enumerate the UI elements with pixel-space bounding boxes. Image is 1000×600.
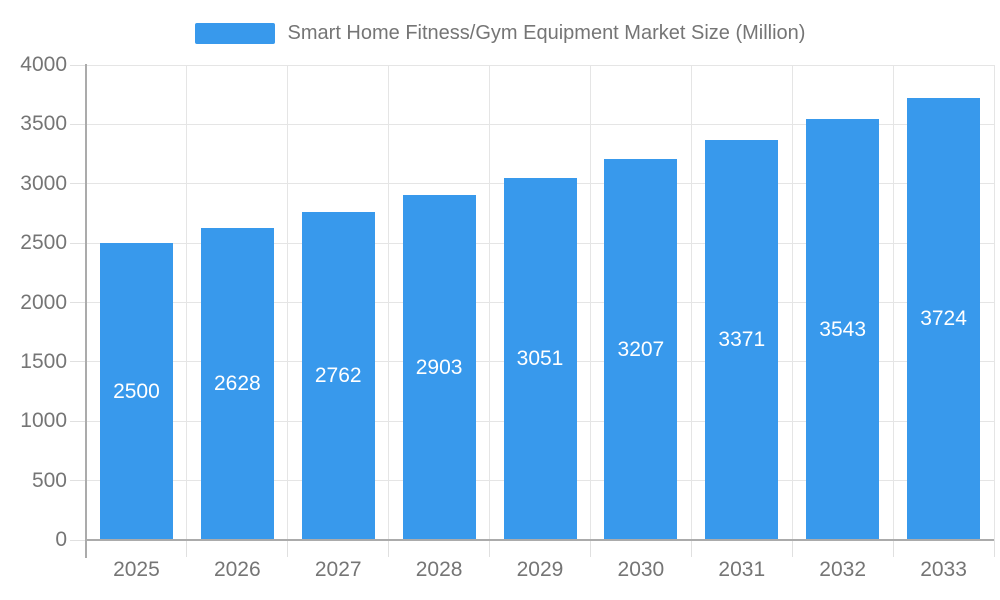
- y-axis-tick: [70, 539, 86, 541]
- x-axis-tick-label: 2030: [617, 558, 665, 581]
- y-axis-line: [85, 64, 87, 558]
- x-axis-tick-label: 2031: [718, 558, 766, 581]
- legend-item[interactable]: Smart Home Fitness/Gym Equipment Market …: [194, 22, 806, 44]
- bar: 3207: [604, 159, 678, 540]
- bar: 3724: [907, 97, 981, 540]
- y-axis-tick: [70, 361, 86, 363]
- bar: 3543: [806, 119, 880, 540]
- bar-value-label: 2903: [415, 355, 463, 379]
- bar-value-label: 3207: [617, 337, 665, 361]
- x-gridline: [489, 65, 491, 540]
- bar-value-label: 2762: [314, 363, 362, 387]
- x-axis-tick: [791, 540, 793, 557]
- y-axis-tick-label: 3000: [20, 171, 67, 195]
- x-axis-tick-label: 2033: [920, 558, 967, 581]
- x-gridline: [791, 65, 793, 540]
- x-axis-tick-label: 2029: [516, 558, 564, 581]
- legend-swatch: [194, 22, 275, 44]
- bar: 3051: [503, 177, 577, 540]
- bar-value-label: 3371: [718, 327, 766, 351]
- y-axis-tick: [70, 420, 86, 422]
- x-axis-tick-label: 2026: [213, 558, 261, 581]
- y-axis-tick: [70, 302, 86, 303]
- x-axis-tick: [589, 540, 591, 557]
- y-axis-tick-label: 3500: [20, 112, 67, 136]
- x-axis-tick: [690, 540, 692, 557]
- x-gridline: [892, 65, 894, 540]
- x-axis-tick: [993, 540, 995, 557]
- bar-value-label: 2628: [213, 371, 261, 395]
- bar: 2903: [402, 195, 476, 540]
- y-axis-tick-label: 2500: [20, 231, 67, 255]
- x-gridline: [287, 65, 289, 540]
- bar-value-label: 3051: [516, 346, 564, 370]
- x-axis-tick: [388, 540, 390, 557]
- legend: Smart Home Fitness/Gym Equipment Market …: [0, 22, 1000, 44]
- bar-value-label: 2500: [113, 379, 160, 403]
- bar-value-label: 3724: [920, 306, 967, 330]
- legend-label: Smart Home Fitness/Gym Equipment Market …: [287, 22, 806, 44]
- y-gridline: [86, 123, 994, 125]
- x-axis-tick: [287, 540, 289, 557]
- bar-value-label: 3543: [819, 317, 867, 341]
- x-axis-tick: [892, 540, 894, 557]
- x-gridline: [589, 65, 591, 540]
- y-axis-tick-label: 4000: [20, 53, 67, 76]
- y-axis-tick-label: 1000: [20, 409, 67, 433]
- y-axis-tick: [70, 480, 86, 482]
- x-axis-tick-label: 2027: [314, 558, 362, 581]
- x-gridline: [388, 65, 390, 540]
- bar: 2762: [301, 212, 375, 540]
- y-axis-tick: [70, 64, 86, 66]
- x-axis-tick-label: 2032: [819, 558, 867, 581]
- x-axis-tick-label: 2028: [415, 558, 463, 581]
- y-axis-tick-label: 0: [55, 528, 67, 551]
- x-axis-tick: [186, 540, 188, 557]
- bar: 3371: [705, 139, 779, 540]
- y-axis-tick: [70, 242, 86, 244]
- x-gridline: [690, 65, 692, 540]
- x-axis-tick: [489, 540, 491, 557]
- bar: 2500: [99, 243, 173, 540]
- x-gridline: [186, 65, 188, 540]
- y-axis-tick-label: 1500: [20, 349, 67, 373]
- x-axis-line: [85, 539, 994, 541]
- bar: 2628: [200, 227, 274, 540]
- y-axis-tick-label: 2000: [20, 290, 67, 314]
- x-axis-tick-label: 2025: [113, 558, 160, 581]
- y-axis-tick: [70, 123, 86, 125]
- y-axis-tick-label: 500: [31, 468, 67, 492]
- y-axis-tick: [70, 183, 86, 185]
- x-gridline: [993, 65, 995, 540]
- y-gridline: [86, 64, 994, 66]
